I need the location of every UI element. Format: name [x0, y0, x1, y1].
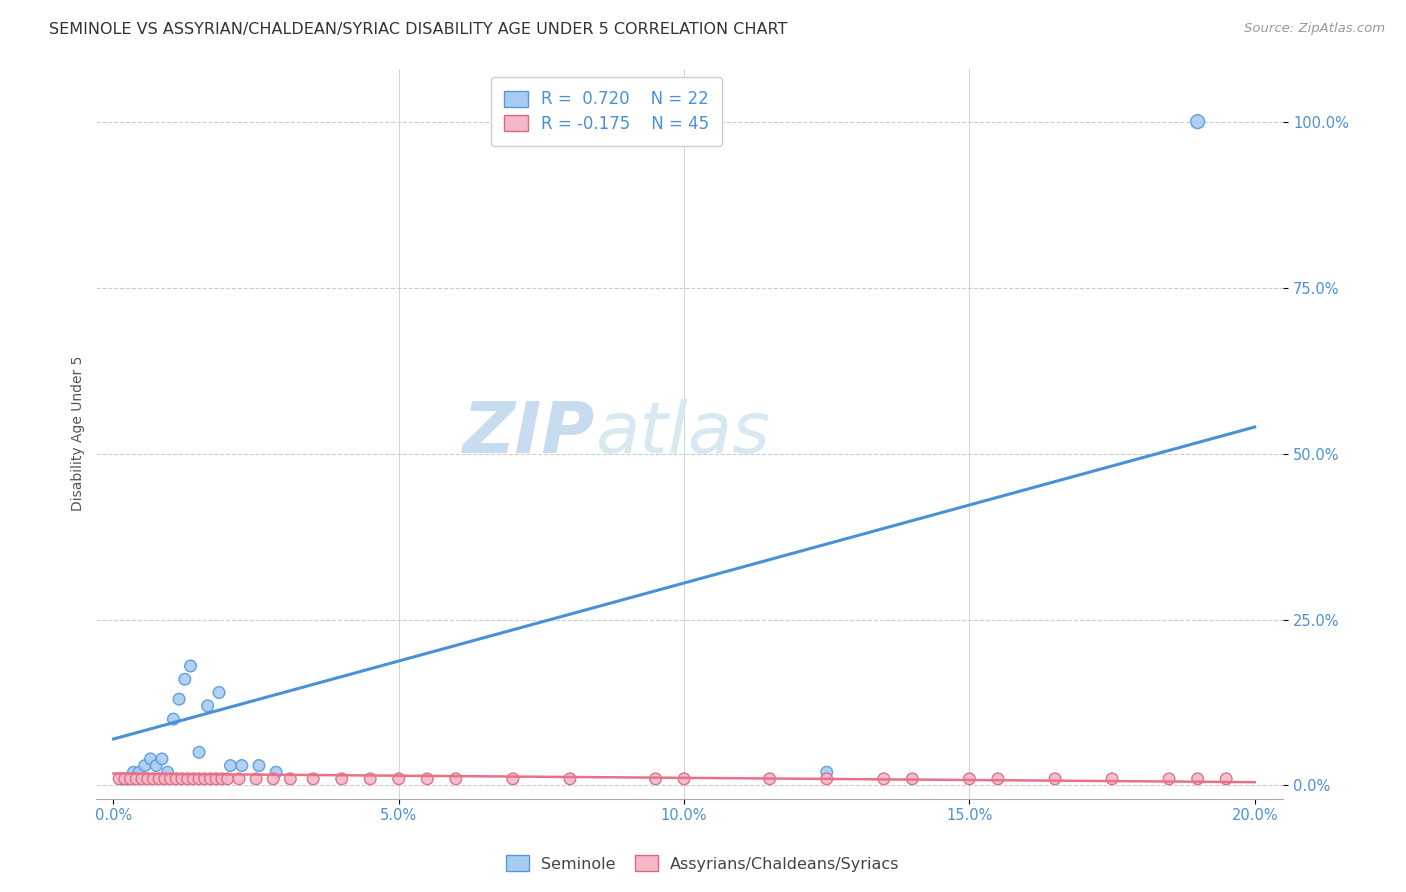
Point — [758, 772, 780, 786]
Point — [117, 772, 139, 786]
Point — [815, 765, 838, 780]
Point — [167, 692, 190, 706]
Point — [114, 772, 136, 786]
Point — [162, 712, 184, 726]
Point — [302, 772, 325, 786]
Point — [111, 772, 134, 786]
Point — [173, 673, 195, 687]
Point — [1215, 772, 1237, 786]
Point — [145, 758, 167, 772]
Legend: R =  0.720    N = 22, R = -0.175    N = 45: R = 0.720 N = 22, R = -0.175 N = 45 — [491, 77, 723, 146]
Point — [131, 772, 153, 786]
Point — [211, 772, 233, 786]
Point — [280, 772, 302, 786]
Point — [901, 772, 924, 786]
Point — [194, 772, 217, 786]
Text: ZIP: ZIP — [463, 399, 595, 468]
Point — [416, 772, 439, 786]
Text: atlas: atlas — [595, 399, 769, 468]
Text: Source: ZipAtlas.com: Source: ZipAtlas.com — [1244, 22, 1385, 36]
Point — [444, 772, 467, 786]
Point — [134, 758, 156, 772]
Point — [815, 772, 838, 786]
Point — [644, 772, 666, 786]
Point — [159, 772, 181, 786]
Point — [205, 772, 228, 786]
Point — [1187, 114, 1209, 128]
Point — [122, 765, 145, 780]
Point — [388, 772, 411, 786]
Point — [957, 772, 980, 786]
Point — [188, 772, 211, 786]
Point — [165, 772, 187, 786]
Point — [264, 765, 287, 780]
Point — [987, 772, 1010, 786]
Point — [120, 772, 142, 786]
Point — [247, 758, 270, 772]
Point — [183, 772, 205, 786]
Point — [1043, 772, 1066, 786]
Point — [142, 772, 165, 786]
Point — [139, 752, 162, 766]
Point — [156, 765, 179, 780]
Point — [262, 772, 284, 786]
Point — [558, 772, 581, 786]
Point — [150, 752, 173, 766]
Point — [170, 772, 193, 786]
Point — [330, 772, 353, 786]
Point — [359, 772, 381, 786]
Point — [231, 758, 253, 772]
Point — [128, 765, 150, 780]
Point — [245, 772, 267, 786]
Point — [153, 772, 176, 786]
Point — [176, 772, 198, 786]
Point — [208, 685, 231, 699]
Point — [179, 659, 201, 673]
Point — [219, 758, 242, 772]
Point — [1187, 772, 1209, 786]
Point — [108, 772, 131, 786]
Point — [228, 772, 250, 786]
Point — [502, 772, 524, 786]
Point — [136, 772, 159, 786]
Point — [673, 772, 696, 786]
Y-axis label: Disability Age Under 5: Disability Age Under 5 — [72, 356, 86, 511]
Point — [148, 772, 170, 786]
Point — [188, 745, 211, 759]
Point — [217, 772, 239, 786]
Point — [200, 772, 222, 786]
Point — [873, 772, 896, 786]
Point — [125, 772, 148, 786]
Point — [1159, 772, 1181, 786]
Point — [197, 698, 219, 713]
Legend: Seminole, Assyrians/Chaldeans/Syriacs: Seminole, Assyrians/Chaldeans/Syriacs — [498, 847, 908, 880]
Point — [1101, 772, 1123, 786]
Text: SEMINOLE VS ASSYRIAN/CHALDEAN/SYRIAC DISABILITY AGE UNDER 5 CORRELATION CHART: SEMINOLE VS ASSYRIAN/CHALDEAN/SYRIAC DIS… — [49, 22, 787, 37]
